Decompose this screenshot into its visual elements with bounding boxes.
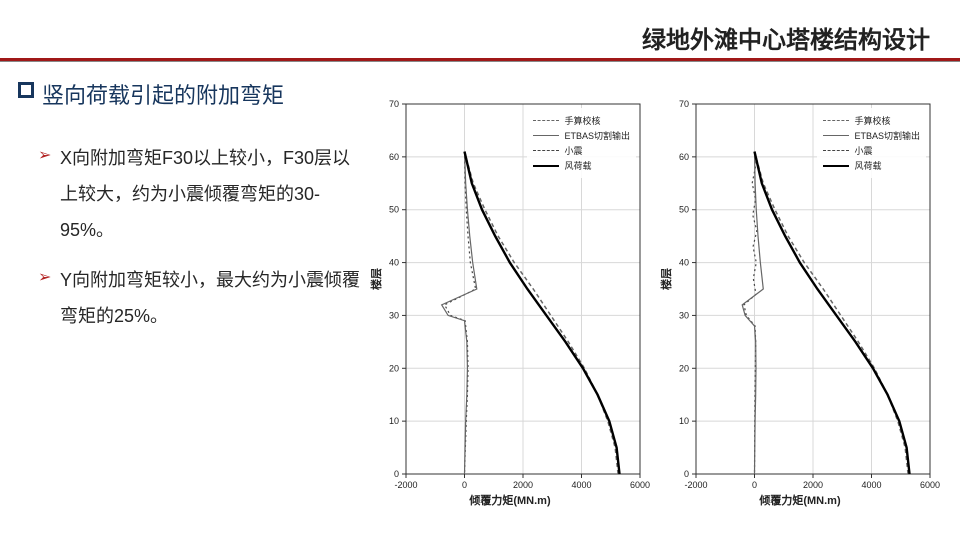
section-bullet-icon <box>18 82 34 98</box>
legend-row: ETBAS切割输出 <box>823 129 920 142</box>
svg-text:40: 40 <box>679 258 689 268</box>
charts-container: -20000200040006000010203040506070 手算校核ET… <box>370 90 940 510</box>
svg-text:10: 10 <box>389 416 399 426</box>
svg-text:0: 0 <box>462 480 467 490</box>
svg-text:50: 50 <box>389 205 399 215</box>
ylabel: 楼层 <box>658 268 674 290</box>
bullet-list: X向附加弯矩F30以上较小，F30层以上较大，约为小震倾覆弯矩的30-95%。 … <box>60 140 360 348</box>
section-title: 竖向荷载引起的附加弯矩 <box>42 78 284 110</box>
svg-text:-2000: -2000 <box>684 480 707 490</box>
svg-text:60: 60 <box>389 152 399 162</box>
bullet-item: X向附加弯矩F30以上较小，F30层以上较大，约为小震倾覆弯矩的30-95%。 <box>60 140 360 248</box>
legend-row: 风荷载 <box>533 159 630 172</box>
chart-right: -20000200040006000010203040506070 手算校核ET… <box>660 90 940 510</box>
svg-text:-2000: -2000 <box>394 480 417 490</box>
svg-text:6000: 6000 <box>630 480 650 490</box>
xlabel: 倾覆力矩(MN.m) <box>660 492 940 508</box>
legend-row: 手算校核 <box>533 114 630 127</box>
svg-text:40: 40 <box>389 258 399 268</box>
svg-text:50: 50 <box>679 205 689 215</box>
svg-text:30: 30 <box>389 310 399 320</box>
svg-text:70: 70 <box>389 99 399 109</box>
legend-row: 小震 <box>823 144 920 157</box>
svg-text:20: 20 <box>389 363 399 373</box>
svg-text:0: 0 <box>684 469 689 479</box>
svg-text:2000: 2000 <box>513 480 533 490</box>
page-title: 绿地外滩中心塔楼结构设计 <box>642 20 930 55</box>
chart-right-legend: 手算校核 ETBAS切割输出小震风荷载 <box>817 108 926 178</box>
legend-row: 风荷载 <box>823 159 920 172</box>
chart-left-legend: 手算校核 ETBAS切割输出小震风荷载 <box>527 108 636 178</box>
svg-text:30: 30 <box>679 310 689 320</box>
legend-row: 手算校核 <box>823 114 920 127</box>
svg-text:6000: 6000 <box>920 480 940 490</box>
legend-row: 小震 <box>533 144 630 157</box>
svg-text:2000: 2000 <box>803 480 823 490</box>
svg-text:10: 10 <box>679 416 689 426</box>
svg-text:20: 20 <box>679 363 689 373</box>
legend-row: ETBAS切割输出 <box>533 129 630 142</box>
header-rule-thin <box>0 61 960 62</box>
svg-text:70: 70 <box>679 99 689 109</box>
ylabel: 楼层 <box>368 268 384 290</box>
svg-text:0: 0 <box>752 480 757 490</box>
svg-text:4000: 4000 <box>571 480 591 490</box>
xlabel: 倾覆力矩(MN.m) <box>370 492 650 508</box>
svg-text:0: 0 <box>394 469 399 479</box>
svg-text:60: 60 <box>679 152 689 162</box>
chart-left: -20000200040006000010203040506070 手算校核ET… <box>370 90 650 510</box>
svg-text:4000: 4000 <box>861 480 881 490</box>
bullet-item: Y向附加弯矩较小，最大约为小震倾覆弯矩的25%。 <box>60 262 360 334</box>
